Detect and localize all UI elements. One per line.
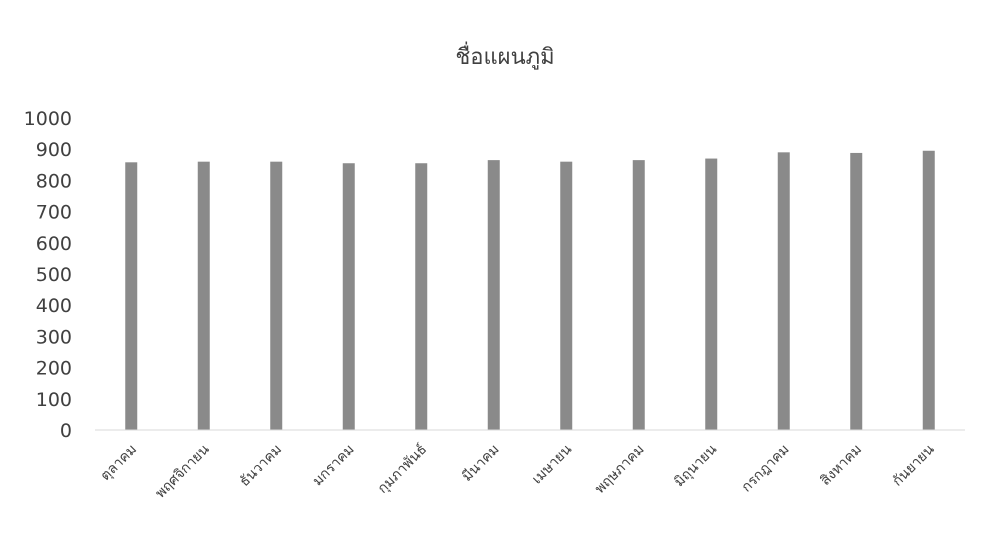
y-tick-label: 600 <box>36 233 72 255</box>
bar <box>705 158 718 430</box>
x-tick-label: กันยายน <box>890 441 938 489</box>
bars <box>125 150 935 431</box>
x-tick-label: พฤษภาคม <box>592 442 648 498</box>
bar <box>487 160 500 430</box>
y-tick-label: 900 <box>36 139 72 161</box>
y-axis: 0 100 200 300 400 500 600 700 800 900 1000 <box>24 108 72 442</box>
x-tick-label: กุมภาพันธ์ <box>374 441 430 497</box>
chart-title: ชื่อแผนภูมิ <box>455 41 554 70</box>
y-tick-label: 100 <box>36 389 72 411</box>
y-tick-label: 400 <box>36 295 72 317</box>
x-tick-label: ธันวาคม <box>237 442 285 490</box>
y-tick-label: 200 <box>36 358 72 380</box>
y-tick-label: 500 <box>36 264 72 286</box>
x-tick-label: ตุลาคม <box>98 442 141 485</box>
x-tick-label: กรกฎาคม <box>739 442 793 496</box>
bar <box>632 160 645 430</box>
bar <box>850 152 863 430</box>
y-tick-label: 800 <box>36 170 72 192</box>
bar <box>197 161 210 430</box>
bar <box>125 162 138 430</box>
x-tick-label: เมษายน <box>529 441 575 487</box>
y-tick-label: 0 <box>60 420 72 442</box>
x-tick-label: พฤศจิกายน <box>153 441 213 501</box>
y-tick-label: 700 <box>36 202 72 224</box>
x-tick-label: มิถุนายน <box>671 441 720 490</box>
x-tick-label: มกราคม <box>310 442 358 490</box>
y-tick-label: 300 <box>36 326 72 348</box>
x-tick-label: สิงหาคม <box>818 442 865 489</box>
x-tick-label: มีนาคม <box>459 442 502 485</box>
bar <box>270 161 283 430</box>
bar <box>415 163 428 431</box>
bar <box>777 152 790 430</box>
bar <box>922 150 935 430</box>
x-axis: ตุลาคม พฤศจิกายน ธันวาคม มกราคม กุมภาพันธ์ มี… <box>95 429 965 502</box>
y-tick-label: 1000 <box>24 108 72 130</box>
bar <box>342 163 355 431</box>
bar <box>560 161 573 430</box>
